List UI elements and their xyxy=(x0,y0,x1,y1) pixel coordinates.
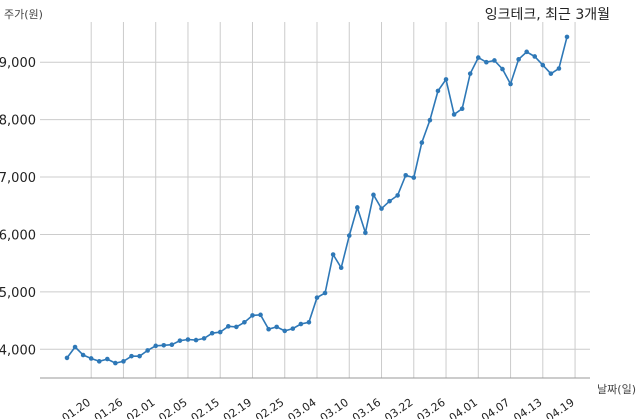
data-point xyxy=(201,336,207,341)
data-point xyxy=(508,81,513,87)
x-tick-label: 03.22 xyxy=(382,396,415,419)
data-point xyxy=(290,326,296,331)
data-point xyxy=(379,206,384,211)
x-tick-label: 03.26 xyxy=(414,396,447,419)
chart-title: 잉크테크, 최근 3개월 xyxy=(484,7,610,23)
x-tick-label: 02.25 xyxy=(253,396,286,419)
data-point xyxy=(88,356,94,361)
data-point xyxy=(282,328,288,334)
x-tick-label: 03.04 xyxy=(285,396,318,419)
y-tick-label: 5,000 xyxy=(0,286,36,301)
data-point xyxy=(274,324,279,330)
data-point xyxy=(250,313,255,318)
data-point xyxy=(492,58,497,63)
data-point xyxy=(105,356,110,362)
y-tick-label: 6,000 xyxy=(0,228,36,243)
data-point xyxy=(234,324,239,330)
data-point xyxy=(209,330,215,336)
data-point xyxy=(153,343,159,349)
data-point xyxy=(322,290,328,296)
data-point xyxy=(225,324,231,329)
data-point xyxy=(258,312,263,318)
data-point xyxy=(161,342,167,348)
x-tick-label: 02.01 xyxy=(124,396,157,419)
data-point xyxy=(177,338,183,343)
x-tick-label: 02.05 xyxy=(156,396,189,419)
data-point xyxy=(298,321,304,327)
data-point xyxy=(193,337,199,343)
data-point xyxy=(217,329,223,335)
y-tick-label: 9,000 xyxy=(0,56,36,71)
data-point xyxy=(129,353,134,359)
data-point xyxy=(371,192,376,198)
y-tick-label: 7,000 xyxy=(0,171,36,186)
data-point xyxy=(355,205,360,210)
y-tick-label: 8,000 xyxy=(0,114,36,129)
data-point xyxy=(306,320,312,325)
data-point xyxy=(524,49,529,55)
x-tick-label: 03.10 xyxy=(318,396,351,419)
x-tick-label: 03.16 xyxy=(350,396,383,419)
data-point xyxy=(475,55,481,60)
data-point xyxy=(145,348,150,353)
data-point xyxy=(395,193,400,198)
data-point xyxy=(169,342,175,347)
data-point xyxy=(532,54,538,59)
data-point xyxy=(113,360,118,366)
data-point xyxy=(137,353,142,359)
data-point xyxy=(403,173,409,178)
x-tick-label: 02.15 xyxy=(189,396,222,419)
data-point xyxy=(556,66,562,71)
x-tick-label: 04.07 xyxy=(479,396,512,419)
data-point xyxy=(451,112,457,117)
data-point xyxy=(443,77,449,82)
data-point xyxy=(72,344,78,350)
data-point xyxy=(242,320,247,325)
data-point xyxy=(330,252,336,257)
data-point xyxy=(185,337,191,342)
data-point xyxy=(467,71,473,76)
data-point xyxy=(419,140,425,145)
data-point xyxy=(500,66,505,72)
data-point xyxy=(459,106,465,112)
data-point xyxy=(387,198,392,204)
data-point xyxy=(121,359,126,364)
data-point xyxy=(363,230,368,236)
x-axis-label: 날짜(일) xyxy=(597,383,636,396)
data-point xyxy=(314,295,320,300)
data-point xyxy=(266,326,271,332)
data-point xyxy=(411,175,417,180)
y-tick-label: 4,000 xyxy=(0,343,36,358)
data-point xyxy=(548,71,554,76)
x-tick-label: 04.01 xyxy=(447,396,480,419)
data-point xyxy=(484,59,489,65)
data-point xyxy=(64,355,70,361)
data-point xyxy=(338,265,344,271)
data-point xyxy=(80,352,86,358)
x-tick-label: 01.20 xyxy=(60,396,93,419)
data-point xyxy=(427,117,433,123)
data-point xyxy=(346,233,352,238)
data-point xyxy=(540,62,546,68)
data-point xyxy=(435,88,441,94)
data-point xyxy=(564,34,570,40)
x-tick-label: 01.26 xyxy=(92,396,125,419)
y-axis-label: 주가(원) xyxy=(4,8,43,21)
data-point xyxy=(96,359,102,364)
x-tick-label: 02.19 xyxy=(221,396,254,419)
data-point xyxy=(516,57,521,62)
